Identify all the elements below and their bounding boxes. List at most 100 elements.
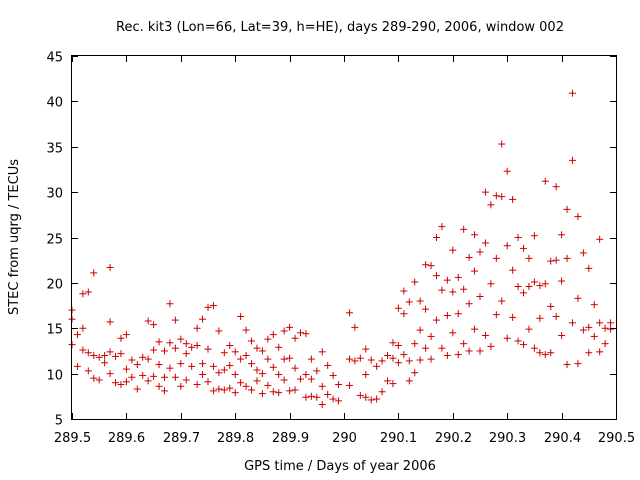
data-point	[422, 261, 430, 269]
data-point	[199, 360, 207, 368]
data-point	[150, 346, 158, 354]
data-point	[313, 393, 321, 401]
data-point	[449, 288, 457, 296]
data-point	[590, 301, 598, 309]
data-point	[568, 156, 576, 164]
data-point	[345, 355, 353, 363]
data-point	[95, 353, 103, 361]
data-point	[596, 319, 604, 327]
data-point	[530, 278, 538, 286]
data-point	[601, 324, 609, 332]
data-point	[166, 364, 174, 372]
data-point	[128, 373, 136, 381]
x-axis-label: GPS time / Days of year 2006	[244, 459, 436, 474]
data-point	[514, 234, 522, 241]
data-point	[264, 355, 272, 363]
y-tick-label: 10	[46, 369, 63, 384]
data-point	[280, 327, 288, 335]
data-point	[215, 369, 223, 377]
data-point	[329, 395, 337, 403]
data-point	[438, 344, 446, 352]
data-point	[563, 205, 571, 213]
data-point	[607, 319, 615, 327]
data-point	[231, 371, 239, 379]
data-point	[112, 379, 120, 387]
data-point	[209, 302, 217, 310]
data-point	[307, 392, 315, 400]
data-point	[405, 298, 413, 306]
data-point	[596, 235, 604, 243]
data-point	[84, 288, 92, 296]
data-point	[460, 225, 468, 233]
data-point	[503, 242, 511, 250]
data-point	[182, 350, 190, 358]
data-point	[345, 309, 353, 317]
data-point	[536, 282, 544, 290]
data-point	[362, 393, 370, 401]
data-point	[541, 280, 549, 288]
data-point	[117, 381, 125, 389]
data-point	[596, 348, 604, 356]
data-point	[302, 330, 310, 338]
x-tick-label: 289.8	[217, 431, 254, 446]
data-point	[373, 395, 381, 403]
data-point	[280, 355, 288, 363]
data-point	[579, 249, 587, 257]
data-point	[248, 360, 256, 368]
data-point	[552, 183, 560, 191]
data-point	[237, 379, 245, 387]
data-point	[394, 359, 402, 367]
data-point	[389, 380, 397, 388]
data-point	[443, 312, 451, 320]
data-point	[318, 348, 326, 356]
data-point	[122, 331, 130, 339]
data-point	[525, 254, 533, 262]
data-point	[356, 391, 364, 399]
data-point	[226, 384, 234, 392]
data-point	[253, 377, 261, 385]
data-point	[150, 372, 158, 380]
data-point	[264, 335, 272, 343]
data-point	[253, 366, 261, 374]
data-point	[302, 393, 310, 401]
data-point	[384, 377, 392, 385]
data-point	[471, 325, 479, 333]
y-tick-label: 20	[46, 278, 63, 293]
data-point	[481, 188, 489, 196]
data-point	[416, 297, 424, 305]
data-point	[106, 263, 114, 271]
data-point	[400, 287, 408, 295]
data-point	[443, 351, 451, 359]
data-point	[438, 223, 446, 231]
data-point	[79, 346, 87, 354]
data-point	[313, 367, 321, 375]
data-point	[215, 327, 223, 335]
data-point	[367, 356, 375, 364]
data-point	[177, 360, 185, 368]
data-point	[384, 351, 392, 359]
data-point	[193, 324, 201, 332]
data-point	[432, 272, 440, 280]
data-point	[139, 353, 147, 361]
data-point	[269, 331, 277, 339]
data-point	[607, 325, 615, 333]
data-point	[193, 381, 201, 389]
data-point	[362, 345, 370, 353]
data-point	[568, 89, 576, 97]
data-point	[177, 382, 185, 390]
y-tick-label: 45	[46, 51, 63, 66]
data-point	[558, 277, 566, 285]
data-point	[106, 370, 114, 378]
data-point	[454, 273, 462, 281]
y-tick-label: 25	[46, 233, 63, 248]
data-point	[155, 382, 163, 390]
x-tick-label: 290.1	[380, 431, 417, 446]
data-point	[324, 390, 332, 398]
data-point	[193, 341, 201, 349]
data-point	[476, 248, 484, 256]
data-point	[95, 376, 103, 384]
data-point	[286, 323, 294, 331]
data-point	[585, 323, 593, 331]
data-point	[601, 340, 609, 348]
data-point	[269, 388, 277, 396]
